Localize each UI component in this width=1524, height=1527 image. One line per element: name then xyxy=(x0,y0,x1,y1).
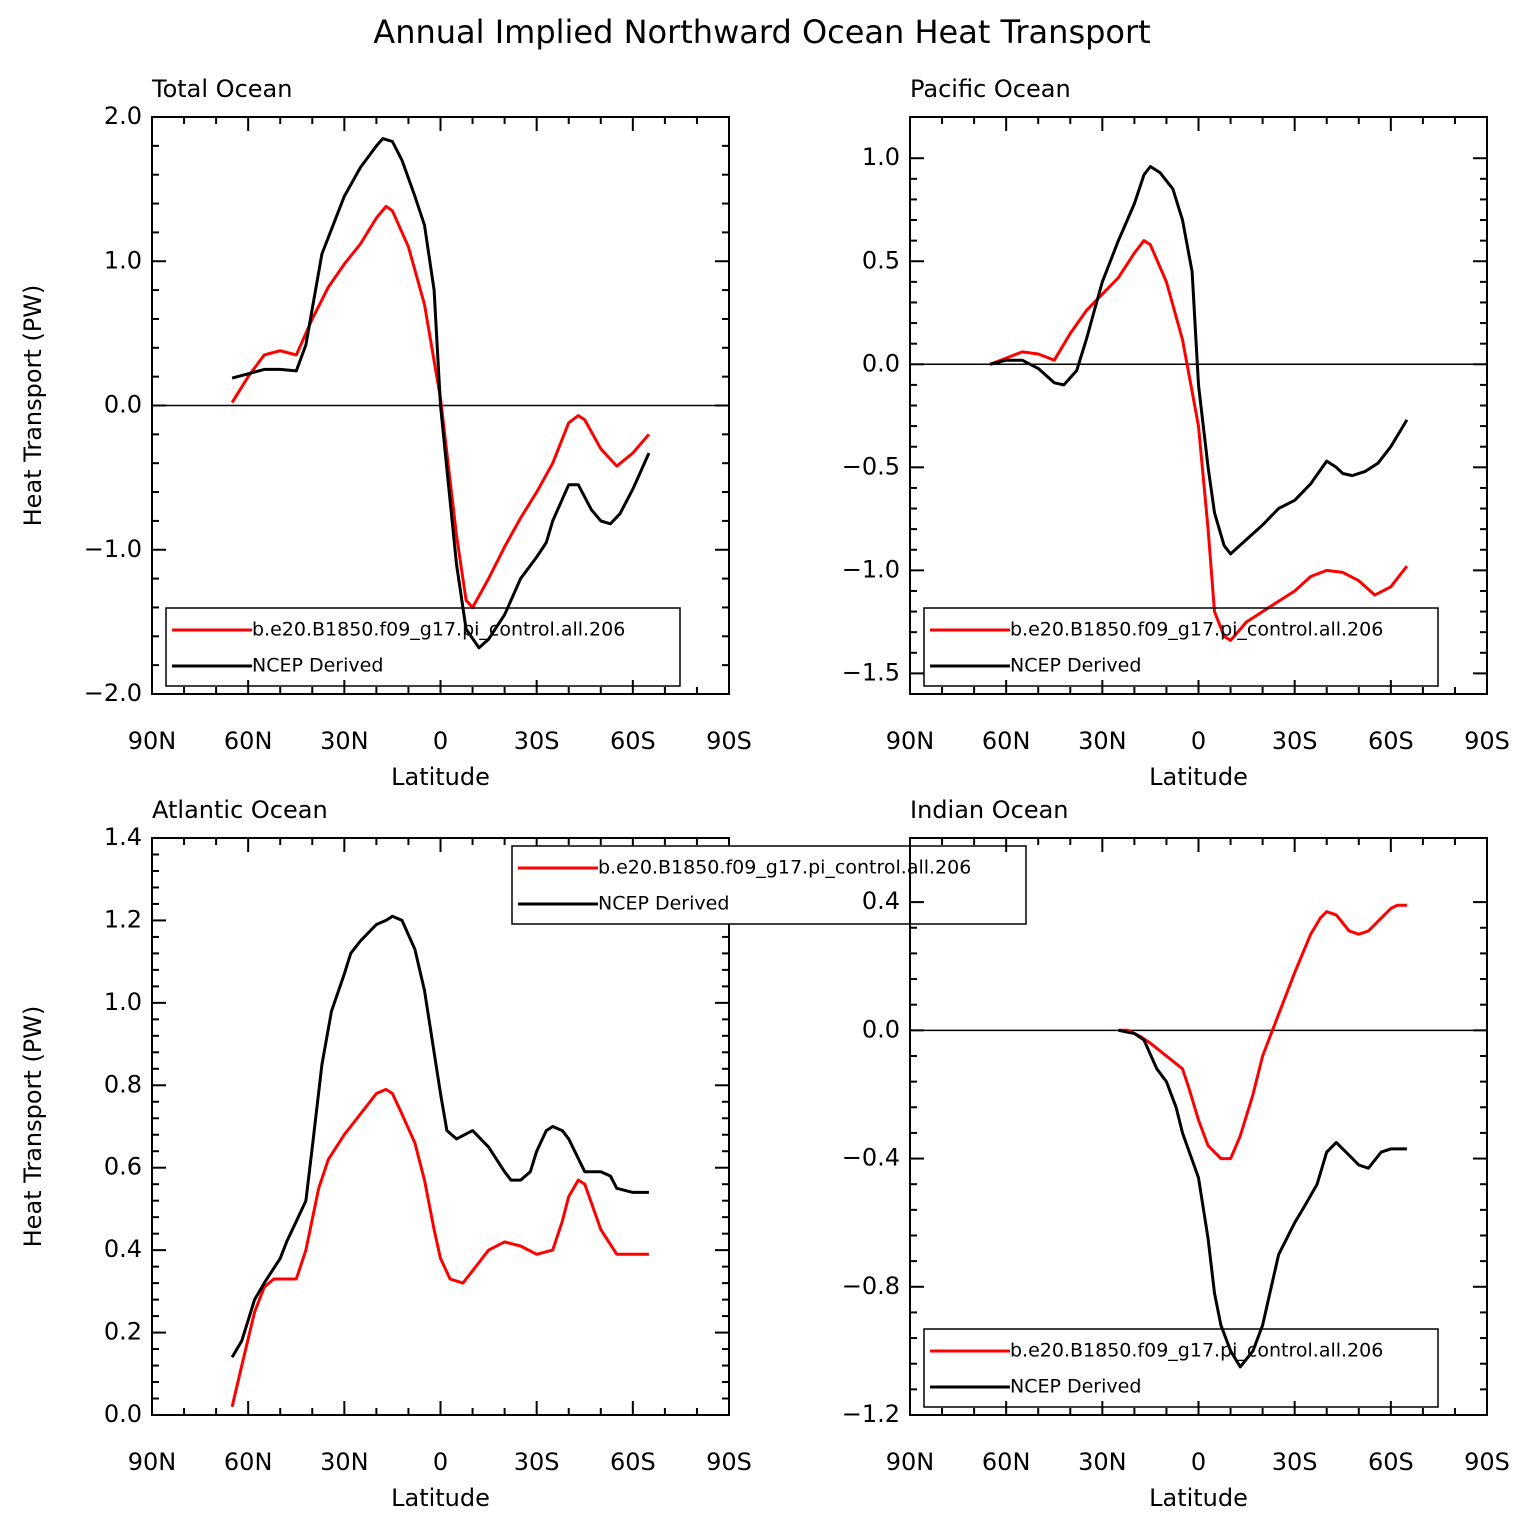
x-tick-label: 60S xyxy=(1368,1448,1414,1476)
y-tick-label: −1.2 xyxy=(842,1400,900,1428)
figure-title: Annual Implied Northward Ocean Heat Tran… xyxy=(373,13,1150,51)
y-tick-label: −1.0 xyxy=(842,555,900,583)
y-tick-label: 0.8 xyxy=(104,1070,142,1098)
legend-label: NCEP Derived xyxy=(252,655,383,677)
x-tick-label: 90S xyxy=(706,1448,752,1476)
panel-title: Pacific Ocean xyxy=(910,75,1071,103)
x-tick-label: 30S xyxy=(514,1448,560,1476)
legend-label: b.e20.B1850.f09_g17.pi_control.all.206 xyxy=(598,857,971,879)
x-tick-label: 90N xyxy=(886,1448,935,1476)
y-tick-label: 1.2 xyxy=(104,905,142,933)
y-tick-label: −0.8 xyxy=(842,1272,900,1300)
y-tick-label: 0.4 xyxy=(104,1235,142,1263)
series-line xyxy=(989,165,1409,556)
panel: −1.2 −0.8 −0.4 0.0 0.4 90N 60N 30N 0 30S 60S 90S Ind… xyxy=(842,796,1510,1512)
y-tick-label: 1.4 xyxy=(104,823,142,851)
x-tick-label: 30N xyxy=(320,727,369,755)
plot-frame xyxy=(909,116,1488,695)
y-tick-label: −0.5 xyxy=(842,452,900,480)
x-tick-label: 0 xyxy=(1191,1448,1206,1476)
legend-label: NCEP Derived xyxy=(598,893,729,915)
legend-box xyxy=(923,1328,1439,1408)
x-tick-label: 60S xyxy=(610,727,656,755)
y-axis-label: Heat Transport (PW) xyxy=(19,1006,47,1248)
series-line xyxy=(230,914,649,1359)
legend-label: NCEP Derived xyxy=(1010,655,1141,677)
x-tick-label: 30N xyxy=(1078,727,1127,755)
y-tick-label: 0.6 xyxy=(104,1153,142,1181)
x-axis-label: Latitude xyxy=(1149,763,1248,791)
x-tick-label: 60N xyxy=(982,727,1031,755)
y-tick-label: 2.0 xyxy=(104,102,142,130)
series-line xyxy=(231,137,651,650)
x-tick-label: 90N xyxy=(128,1448,177,1476)
legend-label: b.e20.B1850.f09_g17.pi_control.all.206 xyxy=(1010,1340,1383,1362)
x-tick-label: 0 xyxy=(433,1448,448,1476)
y-tick-label: −0.4 xyxy=(842,1144,900,1172)
x-tick-label: 60N xyxy=(224,1448,273,1476)
x-tick-label: 0 xyxy=(433,727,448,755)
legend-box xyxy=(923,607,1439,687)
y-tick-label: 1.0 xyxy=(862,143,900,171)
y-tick-label: 0.4 xyxy=(862,887,900,915)
legend: b.e20.B1850.f09_g17.pi_control.all.206 NC… xyxy=(923,1328,1439,1408)
y-tick-label: 1.0 xyxy=(104,246,142,274)
x-tick-label: 60N xyxy=(982,1448,1031,1476)
legend: b.e20.B1850.f09_g17.pi_control.all.206 NC… xyxy=(923,607,1439,687)
x-tick-label: 60N xyxy=(224,727,273,755)
x-axis-label: Latitude xyxy=(391,1484,490,1512)
panel-title: Total Ocean xyxy=(151,75,292,103)
legend: b.e20.B1850.f09_g17.pi_control.all.206 NC… xyxy=(511,845,1027,925)
x-tick-label: 0 xyxy=(1191,727,1206,755)
legend: b.e20.B1850.f09_g17.pi_control.all.206 NC… xyxy=(165,607,681,687)
y-tick-label: 0.2 xyxy=(104,1318,142,1346)
x-tick-label: 90S xyxy=(706,727,752,755)
x-tick-label: 30N xyxy=(1078,1448,1127,1476)
x-tick-label: 90N xyxy=(886,727,935,755)
y-tick-label: 0.0 xyxy=(104,1400,142,1428)
x-tick-label: 90S xyxy=(1464,1448,1510,1476)
panel: −2.0 −1.0 0.0 1.0 2.0 90N 60N 30N 0 30S 60S 90S Tota… xyxy=(19,75,752,791)
x-tick-label: 30S xyxy=(1272,1448,1318,1476)
y-tick-label: −2.0 xyxy=(84,679,142,707)
panel-title: Indian Ocean xyxy=(910,796,1069,824)
y-tick-label: 0.5 xyxy=(862,246,900,274)
legend-label: b.e20.B1850.f09_g17.pi_control.all.206 xyxy=(252,619,625,641)
legend-label: b.e20.B1850.f09_g17.pi_control.all.206 xyxy=(1010,619,1383,641)
x-tick-label: 30N xyxy=(320,1448,369,1476)
x-tick-label: 90S xyxy=(1464,727,1510,755)
panel: −1.5 −1.0 −0.5 0.0 0.5 1.0 90N 60N 30N 0 30S 60S 90S… xyxy=(842,75,1510,791)
series-line xyxy=(230,1087,649,1408)
x-axis-label: Latitude xyxy=(1149,1484,1248,1512)
y-tick-label: 0.0 xyxy=(862,1015,900,1043)
y-tick-label: 1.0 xyxy=(104,988,142,1016)
y-tick-label: −1.0 xyxy=(84,535,142,563)
legend-label: NCEP Derived xyxy=(1010,1376,1141,1398)
x-tick-label: 60S xyxy=(610,1448,656,1476)
series-line xyxy=(989,239,1409,642)
legend-box xyxy=(511,845,1027,925)
y-axis-label: Heat Transport (PW) xyxy=(19,285,47,527)
panel: 0.0 0.2 0.4 0.6 0.8 1.0 1.2 1.4 90N 60N 30N 0 30S 60S… xyxy=(19,796,752,1512)
x-axis-label: Latitude xyxy=(391,763,490,791)
x-tick-label: 60S xyxy=(1368,727,1414,755)
series-line xyxy=(1118,903,1407,1161)
series-line xyxy=(1118,1028,1407,1369)
y-tick-label: 0.0 xyxy=(104,391,142,419)
y-tick-label: 0.0 xyxy=(862,349,900,377)
x-tick-label: 30S xyxy=(1272,727,1318,755)
panel-title: Atlantic Ocean xyxy=(152,796,328,824)
x-tick-label: 90N xyxy=(128,727,177,755)
plot-frame xyxy=(909,837,1488,1416)
legend-box xyxy=(165,607,681,687)
x-tick-label: 30S xyxy=(514,727,560,755)
y-tick-label: −1.5 xyxy=(842,658,900,686)
plot-frame xyxy=(151,837,730,1416)
plot-frame xyxy=(151,116,730,695)
